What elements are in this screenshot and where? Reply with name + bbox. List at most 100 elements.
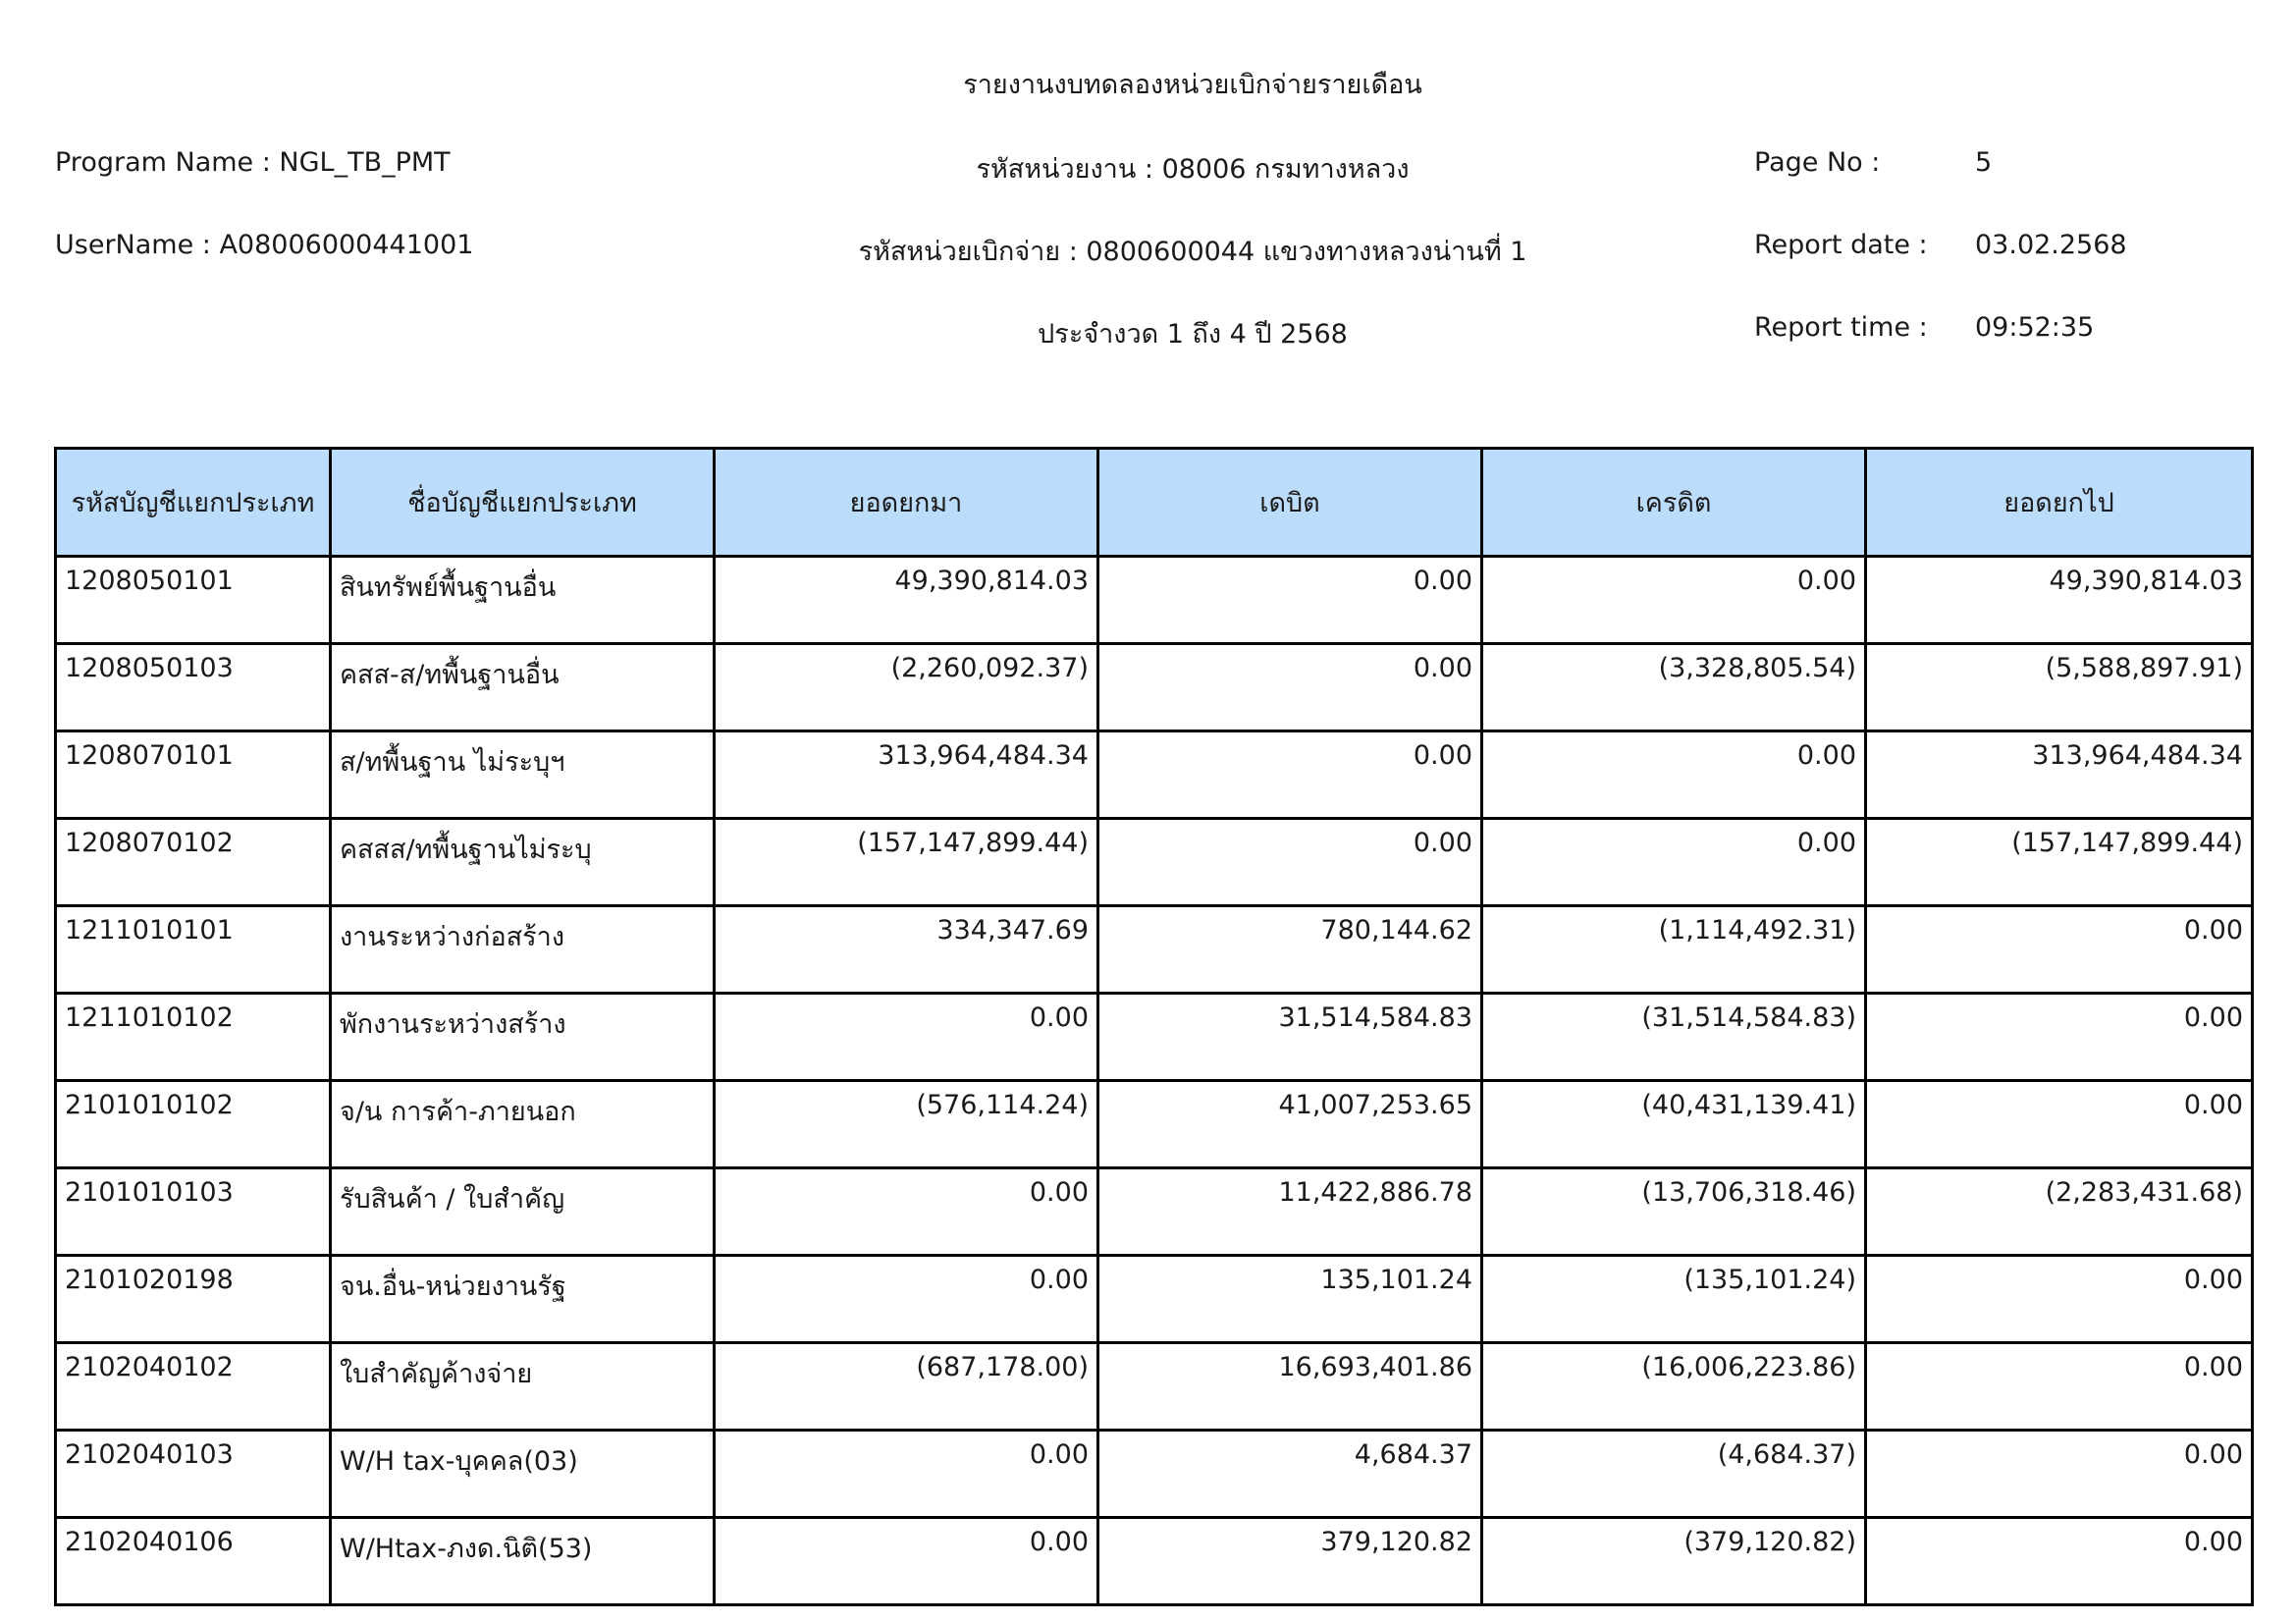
cell-credit: (16,006,223.86) [1480,1341,1867,1432]
table-row: 1208050103 คสส-ส/ทพื้นฐานอื่น (2,260,092.3… [54,642,2254,732]
table-row: 1211010101 งานระหว่างก่อสร้าง 334,347.69 78… [54,904,2254,995]
cell-account-code: 1208070102 [54,817,332,907]
cell-opening-balance: (687,178.00) [713,1341,1099,1432]
cell-account-name: ใบสำคัญค้างจ่าย [329,1341,716,1432]
cell-debit: 0.00 [1096,555,1483,645]
cell-closing-balance: 0.00 [1864,1079,2254,1169]
cell-account-code: 2102040103 [54,1429,332,1519]
cell-opening-balance: 0.00 [713,1429,1099,1519]
page-no: 5 [1975,147,1993,178]
page-no-label: Page No : [1754,147,1881,178]
cell-debit: 135,101.24 [1096,1254,1483,1344]
cell-opening-balance: 334,347.69 [713,904,1099,995]
cell-account-name: W/Htax-ภงด.นิติ(53) [329,1516,716,1606]
cell-debit: 379,120.82 [1096,1516,1483,1606]
cell-credit: (31,514,584.83) [1480,992,1867,1082]
cell-debit: 41,007,253.65 [1096,1079,1483,1169]
cell-opening-balance: 0.00 [713,1516,1099,1606]
disbursing-unit: รหัสหน่วยเบิกจ่าย : 0800600044 แขวงทางหล… [858,237,1527,267]
agency-code: รหัสหน่วยงาน : 08006 กรมทางหลวง [976,154,1410,185]
cell-opening-balance: 0.00 [713,1166,1099,1257]
table-header-row: รหัสบัญชีแยกประเภท ชื่อบัญชีแยกประเภท ยอ… [54,447,2254,558]
cell-debit: 0.00 [1096,817,1483,907]
cell-account-code: 1208050103 [54,642,332,732]
cell-credit: (379,120.82) [1480,1516,1867,1606]
cell-account-name: จ/น การค้า-ภายนอก [329,1079,716,1169]
cell-account-code: 1211010102 [54,992,332,1082]
cell-credit: (3,328,805.54) [1480,642,1867,732]
cell-opening-balance: 0.00 [713,992,1099,1082]
cell-credit: 0.00 [1480,730,1867,820]
cell-opening-balance: (2,260,092.37) [713,642,1099,732]
cell-account-name: พักงานระหว่างสร้าง [329,992,716,1082]
cell-credit: 0.00 [1480,555,1867,645]
table-row: 2102040106 W/Htax-ภงด.นิติ(53) 0.00 379,120… [54,1516,2254,1606]
cell-debit: 4,684.37 [1096,1429,1483,1519]
cell-closing-balance: 0.00 [1864,1254,2254,1344]
cell-account-name: งานระหว่างก่อสร้าง [329,904,716,995]
cell-debit: 0.00 [1096,730,1483,820]
report-title: รายงานงบทดลองหน่วยเบิกจ่ายรายเดือน [963,70,1422,100]
cell-account-name: คสส-ส/ทพื้นฐานอื่น [329,642,716,732]
report-date-label: Report date : [1754,230,1928,260]
table-row: 2101010102 จ/น การค้า-ภายนอก (576,114.24) 4… [54,1079,2254,1169]
cell-debit: 16,693,401.86 [1096,1341,1483,1432]
cell-account-name: ส/ทพื้นฐาน ไม่ระบุฯ [329,730,716,820]
cell-account-code: 2101010102 [54,1079,332,1169]
cell-closing-balance: 0.00 [1864,1516,2254,1606]
cell-closing-balance: (157,147,899.44) [1864,817,2254,907]
table-row: 1208070102 คสสส/ทพื้นฐานไม่ระบุ (157,147,8… [54,817,2254,907]
cell-credit: (13,706,318.46) [1480,1166,1867,1257]
cell-closing-balance: 49,390,814.03 [1864,555,2254,645]
table-row: 1208070101 ส/ทพื้นฐาน ไม่ระบุฯ 313,964,484… [54,730,2254,820]
cell-credit: (135,101.24) [1480,1254,1867,1344]
username: UserName : A08006000441001 [55,230,474,260]
cell-credit: (40,431,139.41) [1480,1079,1867,1169]
cell-closing-balance: (2,283,431.68) [1864,1166,2254,1257]
table-row: 2101010103 รับสินค้า / ใบสำคัญ 0.00 11,422,… [54,1166,2254,1257]
cell-debit: 780,144.62 [1096,904,1483,995]
cell-account-name: คสสส/ทพื้นฐานไม่ระบุ [329,817,716,907]
table-row: 1211010102 พักงานระหว่างสร้าง 0.00 31,514,5… [54,992,2254,1082]
cell-account-code: 1211010101 [54,904,332,995]
report-time-label: Report time : [1754,312,1928,343]
table-row: 2102040103 W/H tax-บุคคล(03) 0.00 4,684.37(… [54,1429,2254,1519]
cell-closing-balance: 0.00 [1864,904,2254,995]
trial-balance-table: รหัสบัญชีแยกประเภท ชื่อบัญชีแยกประเภท ยอ… [54,447,2254,1606]
column-header-credit: เครดิต [1480,447,1867,558]
cell-debit: 0.00 [1096,642,1483,732]
cell-closing-balance: 0.00 [1864,1341,2254,1432]
cell-account-code: 2101010103 [54,1166,332,1257]
report-date: 03.02.2568 [1975,230,2127,260]
cell-opening-balance: (576,114.24) [713,1079,1099,1169]
cell-account-code: 1208070101 [54,730,332,820]
cell-opening-balance: 0.00 [713,1254,1099,1344]
table-row: 2101020198 จน.อื่น-หน่วยงานรัฐ 0.00 135,101… [54,1254,2254,1344]
cell-debit: 31,514,584.83 [1096,992,1483,1082]
cell-account-code: 2102040102 [54,1341,332,1432]
cell-closing-balance: 0.00 [1864,992,2254,1082]
cell-opening-balance: 49,390,814.03 [713,555,1099,645]
cell-account-code: 2102040106 [54,1516,332,1606]
cell-account-name: รับสินค้า / ใบสำคัญ [329,1166,716,1257]
program-name: Program Name : NGL_TB_PMT [55,147,451,178]
cell-opening-balance: 313,964,484.34 [713,730,1099,820]
cell-account-code: 2101020198 [54,1254,332,1344]
cell-account-name: W/H tax-บุคคล(03) [329,1429,716,1519]
column-header-closing-balance: ยอดยกไป [1864,447,2254,558]
cell-credit: (1,114,492.31) [1480,904,1867,995]
cell-opening-balance: (157,147,899.44) [713,817,1099,907]
report-time: 09:52:35 [1975,312,2095,343]
table-row: 2102040102 ใบสำคัญค้างจ่าย (687,178.00) 16,… [54,1341,2254,1432]
cell-closing-balance: 313,964,484.34 [1864,730,2254,820]
column-header-debit: เดบิต [1096,447,1483,558]
cell-credit: 0.00 [1480,817,1867,907]
column-header-opening-balance: ยอดยกมา [713,447,1099,558]
cell-account-code: 1208050101 [54,555,332,645]
cell-account-name: สินทรัพย์พื้นฐานอื่น [329,555,716,645]
column-header-account-name: ชื่อบัญชีแยกประเภท [329,447,716,558]
period: ประจำงวด 1 ถึง 4 ปี 2568 [1038,319,1348,350]
table-row: 1208050101 สินทรัพย์พื้นฐานอื่น 49,390,814… [54,555,2254,645]
column-header-account-code: รหัสบัญชีแยกประเภท [54,447,332,558]
cell-debit: 11,422,886.78 [1096,1166,1483,1257]
